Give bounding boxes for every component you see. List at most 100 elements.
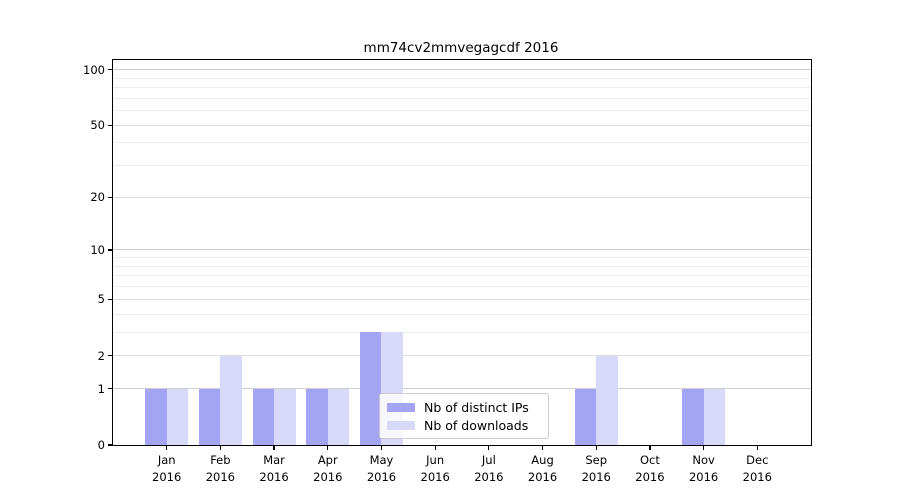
gridline-y-minor-60 [113,110,811,112]
y-tick-label-20: 20 [90,190,105,205]
x-tick-label-dec: Dec 2016 [729,452,785,485]
x-label-month: Aug [531,453,554,467]
x-tick-mark-aug [541,445,544,450]
legend: Nb of distinct IPs Nb of downloads [379,393,549,439]
x-label-year: 2016 [527,469,558,484]
y-tick-label-100: 100 [83,62,105,77]
x-tick-label-jul: Jul 2016 [461,452,517,485]
gridline-y-minor-90 [113,77,811,79]
y-tick-label-5: 5 [97,292,105,307]
gridline-y-minor-40 [113,142,811,144]
x-label-month: Oct [639,453,660,467]
gridline-y-5 [113,298,811,300]
x-label-month: May [369,453,394,467]
gridline-y-minor-7 [113,275,811,277]
bar-distinct-ips-sep [574,388,597,445]
x-tick-label-nov: Nov 2016 [676,452,732,485]
y-tick-mark-50 [108,124,113,126]
gridline-y-minor-80 [113,87,811,89]
bar-downloads-jan [166,388,189,445]
x-tick-label-may: May 2016 [353,452,409,485]
x-tick-mark-jul [488,445,490,450]
bar-downloads-mar [274,388,296,445]
plot-area: 0 1 2 5 10 20 50 100 Jan 2016 Feb 2016 Mar 2016 Apr 20… [83,59,812,484]
gridline-y-50 [113,124,811,126]
bar-distinct-ips-may [359,332,382,445]
x-label-year: 2016 [474,469,504,484]
x-tick-mark-oct [649,445,651,450]
x-label-year: 2016 [635,469,665,484]
x-label-month: Feb [210,453,231,467]
x-label-year: 2016 [313,469,343,484]
bar-distinct-ips-jan [145,388,167,445]
gridline-y-minor-4 [113,313,811,315]
x-label-month: Sep [585,453,608,467]
x-label-month: Mar [263,453,285,467]
legend-entry-distinct-ips: Nb of distinct IPs [387,399,540,416]
bar-downloads-feb [220,355,242,445]
gridline-y-minor-8 [113,265,811,267]
legend-label-distinct-ips: Nb of distinct IPs [424,400,529,415]
gridline-y-2 [113,355,811,357]
x-label-year: 2016 [205,469,236,484]
x-tick-label-apr: Apr 2016 [300,452,356,485]
x-label-month: Jun [426,453,445,467]
y-tick-mark-10 [108,249,113,251]
legend-label-downloads: Nb of downloads [424,418,529,433]
x-label-month: Dec [746,453,769,467]
x-tick-mark-mar [273,445,275,450]
x-axis: Jan 2016 Feb 2016 Mar 2016 Apr 2016 May 2016 Jun 20… [113,60,811,484]
y-tick-label-1: 1 [97,381,105,396]
gridline-y-1 [113,388,811,390]
gridline-y-100 [113,69,811,71]
gridline-y-minor-70 [113,97,811,99]
x-label-year: 2016 [259,469,289,484]
bar-downloads-apr [327,388,350,445]
x-tick-mark-apr [327,445,329,450]
x-tick-label-aug: Aug 2016 [515,452,571,485]
y-tick-mark-2 [108,355,113,357]
legend-swatch-downloads [387,421,415,430]
x-label-month: Jul [481,453,496,467]
x-tick-mark-jan [166,445,168,450]
x-tick-mark-may [380,445,383,450]
x-tick-mark-jun [434,445,436,450]
x-tick-label-jan: Jan 2016 [139,452,195,485]
y-axis: 0 1 2 5 10 20 50 100 [83,60,811,452]
gridline-y-10 [113,249,811,251]
bar-distinct-ips-nov [682,388,704,445]
bar-distinct-ips-apr [306,388,328,445]
y-tick-label-10: 10 [90,242,105,257]
x-tick-mark-nov [703,445,705,450]
x-tick-label-sep: Sep 2016 [568,452,624,485]
bar-distinct-ips-feb [198,388,221,445]
x-tick-mark-dec [756,445,758,450]
y-tick-mark-5 [108,298,113,300]
gridlines-layer [113,60,811,445]
bar-distinct-ips-mar [252,388,275,445]
y-tick-mark-100 [108,69,113,71]
x-label-year: 2016 [742,469,772,484]
gridline-y-minor-9 [113,257,811,259]
x-tick-label-feb: Feb 2016 [192,452,248,485]
x-label-year: 2016 [366,469,397,484]
bar-downloads-nov [703,388,726,445]
chart-title: mm74cv2mmvegagcdf 2016 [363,40,559,56]
gridline-y-minor-30 [113,165,811,167]
x-label-month: Apr [317,453,338,467]
legend-entry-downloads: Nb of downloads [387,417,540,434]
x-tick-label-jun: Jun 2016 [407,452,463,485]
x-label-month: Nov [692,453,715,467]
y-tick-label-2: 2 [97,348,105,363]
x-tick-label-oct: Oct 2016 [622,452,678,485]
gridline-y-20 [113,196,811,198]
y-tick-mark-0 [108,444,113,446]
y-tick-label-0: 0 [97,438,105,452]
x-label-year: 2016 [581,469,611,484]
y-tick-mark-20 [108,196,113,198]
bar-downloads-sep [596,355,618,445]
x-tick-mark-feb [219,445,221,450]
x-label-year: 2016 [152,469,182,484]
x-label-month: Jan [157,453,176,467]
